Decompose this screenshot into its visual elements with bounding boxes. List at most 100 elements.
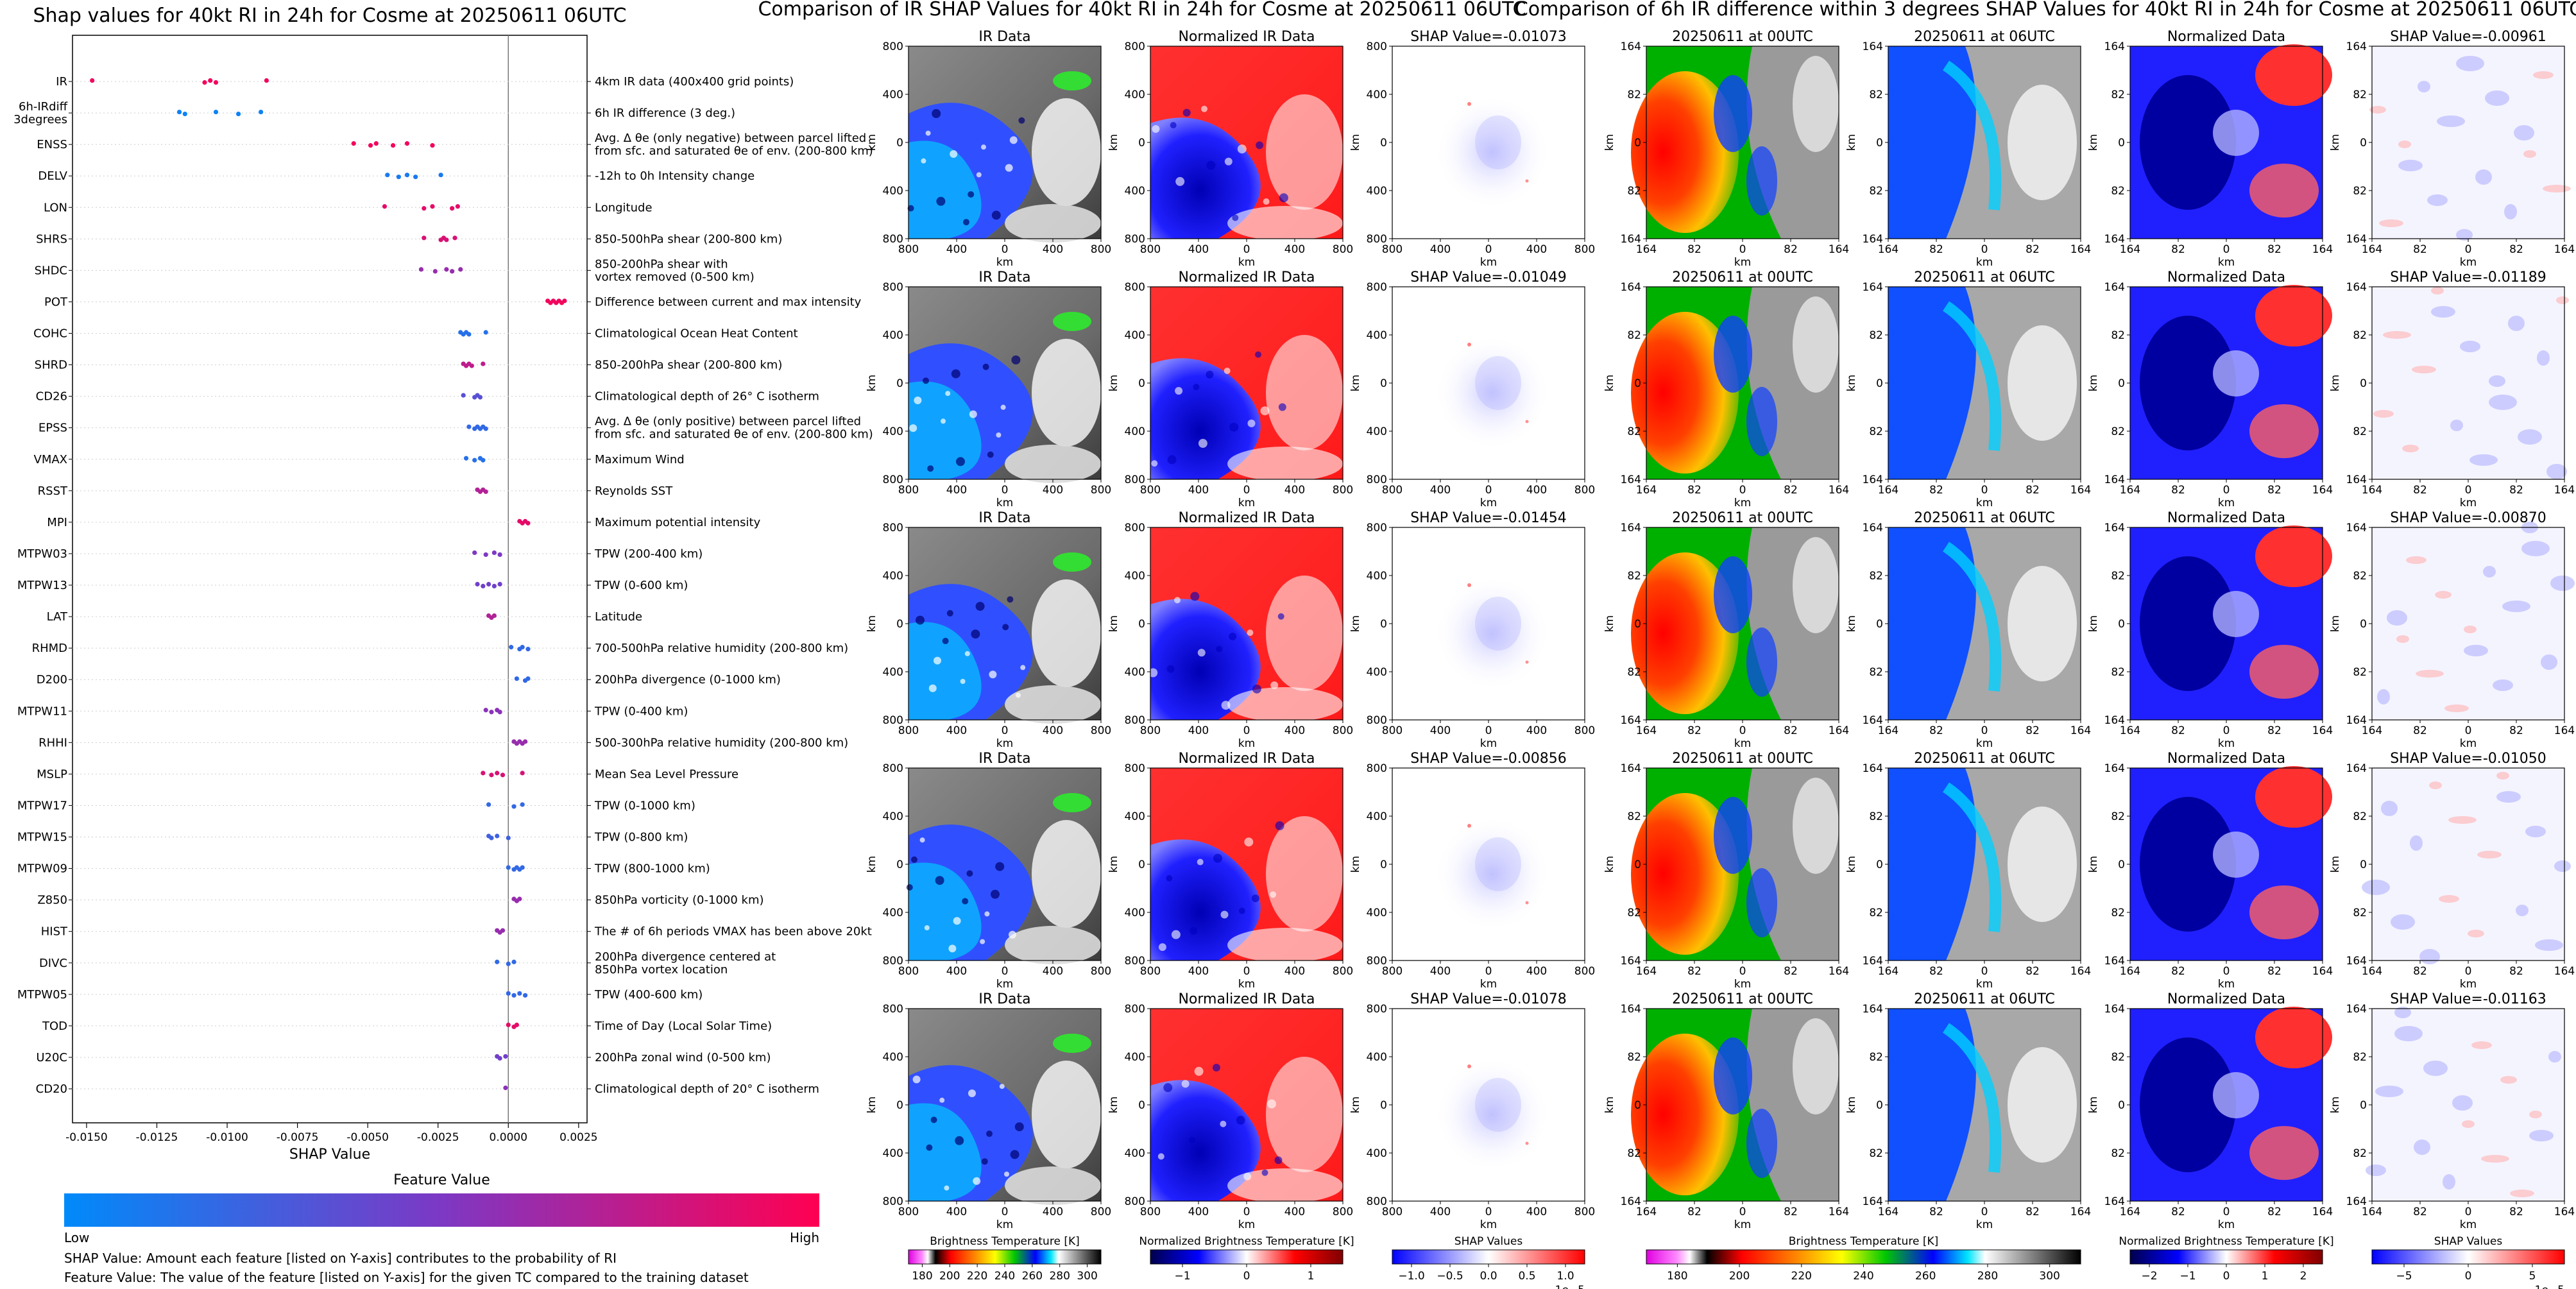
colorbar <box>2129 1249 2323 1265</box>
ir-texture <box>923 377 929 384</box>
ir-warm-patch <box>1005 926 1101 964</box>
ndiff-red <box>2249 404 2319 458</box>
x-tick-label: 164 <box>2070 724 2091 737</box>
panel-title: IR Data <box>978 991 1030 1007</box>
x-tick-label: 800 <box>1091 1206 1111 1218</box>
feature-description: Time of Day (Local Solar Time) <box>594 1020 772 1033</box>
shap2-texture <box>2496 772 2509 780</box>
x-tick-label: 82 <box>2267 243 2282 256</box>
shap-point <box>466 424 472 429</box>
x-tick-label: 164 <box>2070 1206 2091 1218</box>
x-tick-label: 82 <box>2509 243 2523 256</box>
panel-title: SHAP Value=-0.01049 <box>1410 269 1567 286</box>
y-tick-label: 164 <box>1863 714 1883 727</box>
x-tick-label: -0.0150 <box>65 1131 108 1144</box>
y-tick-label: 164 <box>2346 955 2367 968</box>
y-tick-label: 800 <box>1367 281 1387 294</box>
x-tick-label: 164 <box>2362 243 2382 256</box>
shap-point <box>404 173 410 178</box>
x-tick-label: 800 <box>898 243 919 256</box>
x-tick-label: 400 <box>946 243 967 256</box>
nir-texture <box>1236 1115 1245 1125</box>
x-axis-label: km <box>1480 497 1497 509</box>
y-tick-label: 82 <box>1869 1147 1883 1160</box>
nir-cold-region <box>1150 599 1261 720</box>
panel-title: Normalized Data <box>2167 29 2285 45</box>
x-tick-label: 800 <box>1382 484 1403 497</box>
shap2-texture <box>2456 229 2473 241</box>
y-tick-label: 0 <box>1138 377 1145 390</box>
ndiff-light <box>2213 832 2259 878</box>
nir-texture <box>1237 144 1247 154</box>
shap2-texture <box>2523 150 2536 158</box>
x-tick-label: 164 <box>2070 484 2091 497</box>
x-tick-label: 800 <box>1574 243 1595 256</box>
nir-texture <box>1181 1080 1190 1088</box>
x-tick-label: 0 <box>1981 243 1988 256</box>
ir-cloud-edge <box>908 381 982 479</box>
nir-texture <box>1261 1169 1268 1176</box>
ir-texture <box>912 1075 921 1084</box>
feature-description: Mean Sea Level Pressure <box>595 767 738 781</box>
y-tick-label: 164 <box>1863 522 1883 534</box>
x-tick-label: 82 <box>2026 243 2040 256</box>
shap2-texture <box>2537 350 2550 366</box>
feature-description: Latitude <box>595 610 642 624</box>
y-tick-label: 82 <box>1869 185 1883 198</box>
x-tick-label: 164 <box>2120 724 2140 737</box>
y-tick-label: 82 <box>1627 810 1641 823</box>
shap-point <box>455 204 461 209</box>
x-axis-label: km <box>2218 497 2235 509</box>
y-tick-label: 164 <box>1863 233 1883 246</box>
feature-name: D200 <box>37 673 67 687</box>
x-tick-label: 164 <box>1829 243 1849 256</box>
y-tick-label: 164 <box>2346 474 2367 486</box>
ir-texture <box>966 870 973 877</box>
ir-comparison-title: Comparison of IR SHAP Values for 40kt RI… <box>758 0 1526 21</box>
y-axis-label: km <box>1603 1097 1616 1113</box>
x-tick-label: 400 <box>1526 965 1547 978</box>
ir-texture <box>950 150 958 158</box>
shap2-texture <box>2452 1095 2473 1111</box>
panel-title: 20250611 at 06UTC <box>1914 751 2055 767</box>
shap-point <box>452 235 457 241</box>
feature-name: MTPW09 <box>17 862 67 876</box>
y-axis-label: km <box>866 615 878 632</box>
x-tick-label: 400 <box>1188 243 1209 256</box>
x-tick-label: 0 <box>1002 965 1009 978</box>
y-tick-label: 164 <box>1621 474 1641 486</box>
nir-texture <box>1238 907 1245 914</box>
nir-texture <box>1260 406 1270 416</box>
y-tick-label: 164 <box>1863 955 1883 968</box>
feature-description: 850hPa vorticity (0-1000 km) <box>595 894 764 907</box>
y-tick-label: 400 <box>1125 1051 1145 1064</box>
ir-texture <box>1009 930 1016 939</box>
y-tick-label: 82 <box>2111 89 2125 101</box>
x-tick-label: 164 <box>2554 1206 2575 1218</box>
shap2-texture <box>2518 429 2542 445</box>
shap-core <box>1475 115 1521 169</box>
x-tick-label: 0 <box>1485 724 1492 737</box>
nir-texture <box>1182 108 1191 117</box>
y-axis-label: km <box>866 134 878 151</box>
x-tick-label: -0.0025 <box>417 1131 459 1144</box>
x-tick-label: 800 <box>1140 1206 1161 1218</box>
x-tick-label: 82 <box>2509 484 2523 497</box>
y-tick-label: 800 <box>883 233 903 246</box>
x-tick-label: 400 <box>1526 243 1547 256</box>
ir-texture <box>955 1136 964 1145</box>
ir00-core <box>1631 793 1739 955</box>
x-tick-label: 82 <box>1687 1206 1702 1218</box>
y-tick-label: 82 <box>2353 666 2367 679</box>
x-tick-label: 164 <box>1878 1206 1898 1218</box>
x-tick-label: 800 <box>898 484 919 497</box>
y-tick-label: 82 <box>2111 570 2125 583</box>
x-tick-label: 82 <box>1687 484 1702 497</box>
panel-title: SHAP Value=-0.01078 <box>1410 991 1567 1007</box>
colorbar-tick-label: 260 <box>1022 1270 1043 1283</box>
shap-point <box>489 773 494 778</box>
x-tick-label: 800 <box>1382 243 1403 256</box>
x-tick-label: 164 <box>2362 484 2382 497</box>
y-axis-label: km <box>866 1097 878 1113</box>
shap2-texture <box>2468 930 2484 937</box>
